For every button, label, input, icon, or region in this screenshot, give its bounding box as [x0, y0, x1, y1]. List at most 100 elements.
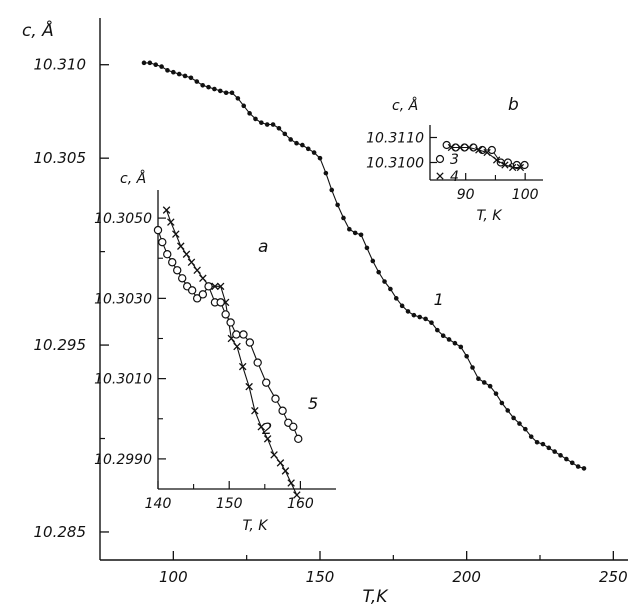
- inset-a-x-axis-title: T, K: [243, 518, 270, 534]
- main-data-point: [141, 60, 147, 66]
- inset-b-data-point-4: [501, 161, 509, 169]
- main-data-point: [575, 464, 581, 469]
- main-data-point: [382, 279, 387, 284]
- main-y-tick-label: 10.285: [34, 523, 87, 541]
- main-data-point: [159, 64, 164, 69]
- main-data-point: [558, 453, 563, 458]
- inset-a-data-point-2: [182, 250, 191, 258]
- main-data-point: [411, 312, 417, 318]
- inset-a-data-point-5: [262, 378, 271, 387]
- inset-b-x-axis-title: T, K: [477, 208, 504, 224]
- main-data-point: [470, 365, 475, 370]
- main-data-point: [399, 303, 405, 309]
- main-data-point: [487, 383, 493, 389]
- inset-a-x-tick-label: 150: [216, 496, 243, 512]
- inset-a-series-line-5: [157, 229, 299, 440]
- main-data-point: [417, 314, 423, 320]
- inset-a-data-point-5: [178, 274, 187, 283]
- main-data-point: [276, 125, 282, 131]
- main-data-point: [481, 380, 487, 385]
- main-data-point: [171, 69, 176, 75]
- main-data-point: [464, 353, 469, 359]
- main-data-point: [200, 82, 205, 88]
- main-data-point: [517, 421, 522, 426]
- main-data-point: [505, 408, 511, 413]
- main-data-point: [405, 309, 411, 314]
- main-data-point: [511, 415, 516, 421]
- main-data-point: [364, 245, 370, 251]
- main-data-point: [300, 142, 305, 148]
- main-data-point: [188, 75, 194, 81]
- inset-a-data-point-5: [153, 225, 163, 235]
- main-data-point: [323, 170, 329, 176]
- inset-a-curve-label-2: 2: [262, 419, 272, 438]
- main-data-point: [347, 226, 352, 232]
- inset-a-data-point-5: [187, 286, 197, 295]
- inset-b-legend-x-icon: [436, 172, 444, 180]
- main-data-point: [294, 140, 299, 146]
- main-data-point: [523, 426, 528, 432]
- inset-a-data-point-2: [167, 218, 175, 226]
- inset-a-y-tick-label: 10.3030: [94, 291, 152, 307]
- main-plot: 10.285 10.295 10.305 10.310 100 150 200 250 c, Å…: [22, 18, 628, 607]
- main-data-point: [458, 344, 464, 350]
- inset-b-data-point-3: [512, 160, 521, 170]
- inset-a-data-point-5: [226, 318, 235, 327]
- inset-a-data-point-5: [168, 258, 177, 267]
- inset-b-data-point-3: [520, 160, 529, 170]
- main-data-point: [534, 439, 540, 445]
- inset-b-data-point-4: [483, 148, 491, 157]
- main-x-tick-label: 250: [599, 568, 628, 586]
- main-data-point: [329, 187, 335, 193]
- main-data-point: [564, 456, 569, 462]
- inset-b-data-point-4: [509, 163, 517, 172]
- inset-a-y-tick-label: 10.2990: [94, 452, 152, 468]
- main-data-point: [264, 122, 270, 127]
- main-data-point: [440, 333, 446, 339]
- main-y-tick-label: 10.310: [34, 56, 87, 74]
- inset-a-data-point-5: [198, 290, 208, 299]
- inset-a-data-point-2: [270, 451, 278, 459]
- main-data-point: [429, 320, 434, 325]
- inset-a-data-point-2: [177, 242, 185, 250]
- inset-a-data-point-5: [271, 394, 280, 403]
- main-x-axis-title: T,K: [363, 587, 390, 607]
- main-data-point: [370, 258, 376, 264]
- main-data-point: [223, 90, 229, 96]
- inset-a-data-point-2: [257, 423, 265, 431]
- inset-a-data-point-5: [192, 294, 202, 303]
- main-data-point: [229, 90, 235, 96]
- main-x-tick-label: 200: [452, 568, 481, 586]
- main-data-point: [446, 337, 452, 342]
- main-data-point: [452, 340, 458, 346]
- main-x-tick-label: 150: [306, 568, 335, 586]
- inset-a-data-point-5: [253, 358, 262, 367]
- main-data-point: [528, 434, 534, 439]
- inset-b-y-axis-title: c, Å: [392, 97, 418, 114]
- inset-b-legend-label-4: 4: [450, 169, 459, 185]
- main-data-point: [546, 445, 552, 451]
- main-data-point: [153, 62, 159, 68]
- main-data-point: [499, 400, 505, 406]
- main-data-point: [581, 466, 587, 471]
- main-data-point: [176, 71, 182, 77]
- main-data-point: [358, 232, 364, 238]
- inset-a-data-point-2: [187, 258, 196, 267]
- main-y-axis-title: c, Å: [22, 19, 54, 41]
- main-data-point: [335, 202, 340, 208]
- main-data-point: [569, 460, 575, 466]
- main-x-tick-label: 100: [159, 568, 188, 586]
- inset-a-curve-label-5: 5: [308, 394, 318, 413]
- inset-a: 10.2990 10.3010 10.3030 10.3050 140 150 160 c, …: [94, 170, 336, 534]
- main-data-point: [217, 88, 223, 94]
- main-data-point: [476, 376, 481, 382]
- inset-b-data-point-4: [475, 146, 483, 154]
- inset-a-x-tick-label: 140: [145, 496, 172, 512]
- main-data-point: [235, 96, 241, 101]
- main-data-point: [341, 215, 346, 221]
- inset-a-data-point-5: [239, 330, 248, 339]
- inset-a-data-point-2: [276, 459, 285, 467]
- inset-a-data-point-5: [232, 330, 241, 339]
- inset-b-y-tick-label: 10.3100: [366, 156, 424, 172]
